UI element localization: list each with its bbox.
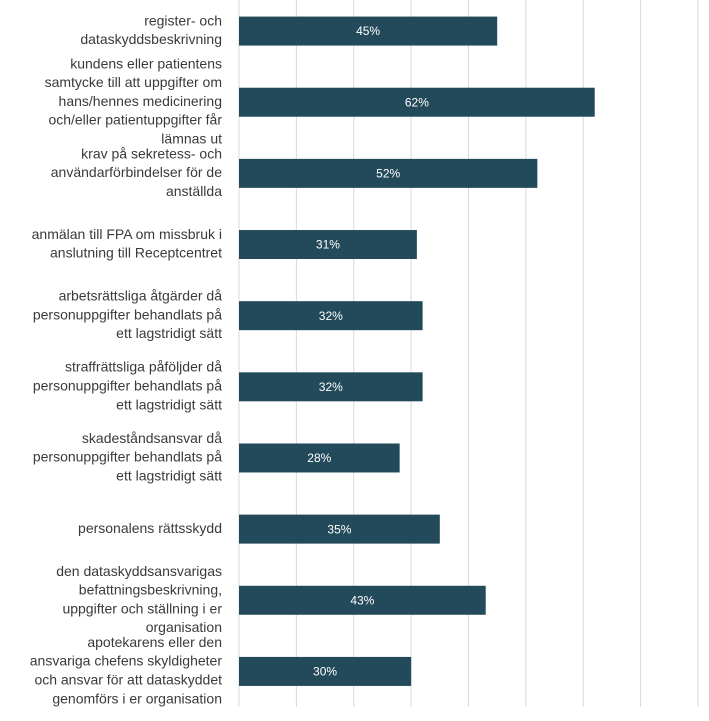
value-label: 28% — [307, 451, 331, 465]
bar — [239, 372, 423, 402]
category-label: genomförs i er organisation — [52, 690, 222, 706]
value-label: 62% — [405, 95, 429, 109]
value-label: 43% — [350, 593, 374, 607]
bar — [239, 656, 412, 686]
category-label: samtycke till att uppgifter om — [45, 74, 222, 90]
category-label: användarförbindelser för de — [51, 164, 222, 180]
category-label: ett lagstridigt sätt — [116, 325, 222, 341]
bar — [239, 585, 486, 615]
category-label: dataskyddsbeskrivning — [80, 31, 222, 47]
category-label: organisation — [146, 619, 222, 635]
category-label: lämnas ut — [161, 131, 222, 147]
category-label: ansvariga chefens skyldigheter — [30, 653, 223, 669]
value-label: 30% — [313, 665, 337, 679]
category-label: personuppgifter behandlats på — [33, 306, 222, 322]
category-label: personuppgifter behandlats på — [33, 378, 222, 394]
category-label: ett lagstridigt sätt — [116, 467, 222, 483]
category-label: straffrättsliga påföljder då — [65, 359, 222, 375]
bar — [239, 301, 423, 331]
category-label: hans/hennes medicinering — [59, 93, 222, 109]
value-label: 52% — [376, 167, 400, 181]
category-label: och ansvar för att dataskyddet — [34, 672, 222, 688]
bar — [239, 230, 417, 260]
value-label: 32% — [319, 309, 343, 323]
category-label: anställda — [166, 183, 222, 199]
value-label: 45% — [356, 24, 380, 38]
category-label: apotekarens eller den — [87, 634, 222, 650]
category-label: personuppgifter behandlats på — [33, 449, 222, 465]
bar — [239, 16, 498, 46]
category-label: och/eller patientuppgifter får — [48, 112, 222, 128]
category-label: krav på sekretess- och — [81, 145, 222, 161]
category-label: befattningsbeskrivning, — [79, 582, 222, 598]
value-label: 35% — [327, 522, 351, 536]
category-label: register- och — [144, 12, 222, 28]
category-label: anslutning till Receptcentret — [50, 245, 222, 261]
category-label: anmälan till FPA om missbruk i — [32, 226, 222, 242]
category-label: kundens eller patientens — [70, 55, 222, 71]
category-label: skadeståndsansvar då — [82, 430, 222, 446]
bar — [239, 514, 440, 544]
category-label: den dataskyddsansvarigas — [56, 563, 222, 579]
value-label: 32% — [319, 380, 343, 394]
bar — [239, 158, 538, 188]
category-label: arbetsrättsliga åtgärder då — [59, 288, 223, 304]
category-label: uppgifter och ställning i er — [62, 600, 222, 616]
value-label: 31% — [316, 238, 340, 252]
category-label: personalens rättsskydd — [78, 520, 222, 536]
bar — [239, 87, 595, 117]
category-label: ett lagstridigt sätt — [116, 396, 222, 412]
bar — [239, 443, 400, 473]
